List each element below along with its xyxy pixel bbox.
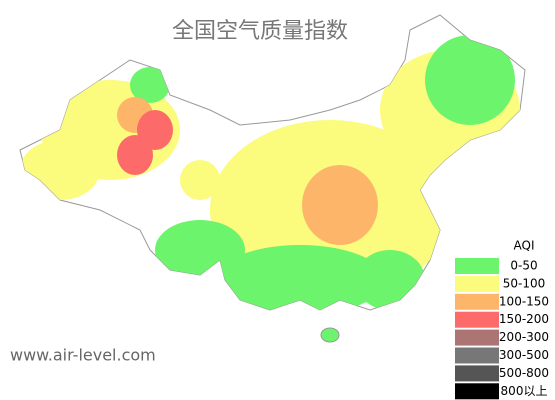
legend-swatch xyxy=(455,329,499,346)
legend-swatch xyxy=(455,275,499,292)
legend-label: 800以上 xyxy=(501,384,548,398)
legend-swatch xyxy=(455,293,499,310)
legend-label: 300-500 xyxy=(499,348,549,362)
legend-swatch xyxy=(455,311,499,328)
legend-swatch xyxy=(455,383,499,400)
legend-label: 50-100 xyxy=(503,276,546,290)
legend-swatch xyxy=(455,365,499,382)
legend-label: 100-150 xyxy=(499,294,549,308)
watermark: www.air-level.com xyxy=(10,346,156,365)
legend-label: 500-800 xyxy=(499,366,549,380)
legend-label: 200-300 xyxy=(499,330,549,344)
legend-swatch xyxy=(455,347,499,364)
legend-label: 150-200 xyxy=(499,312,549,326)
legend-swatch xyxy=(455,258,499,274)
legend-label: 0-50 xyxy=(510,259,537,273)
title: 全国空气质量指数 xyxy=(172,19,348,44)
legend-title: AQI xyxy=(514,239,535,253)
legend: AQI 0-50 50-100 100-150 150-200 200-300 300-5… xyxy=(453,236,555,400)
china-map xyxy=(19,14,526,343)
